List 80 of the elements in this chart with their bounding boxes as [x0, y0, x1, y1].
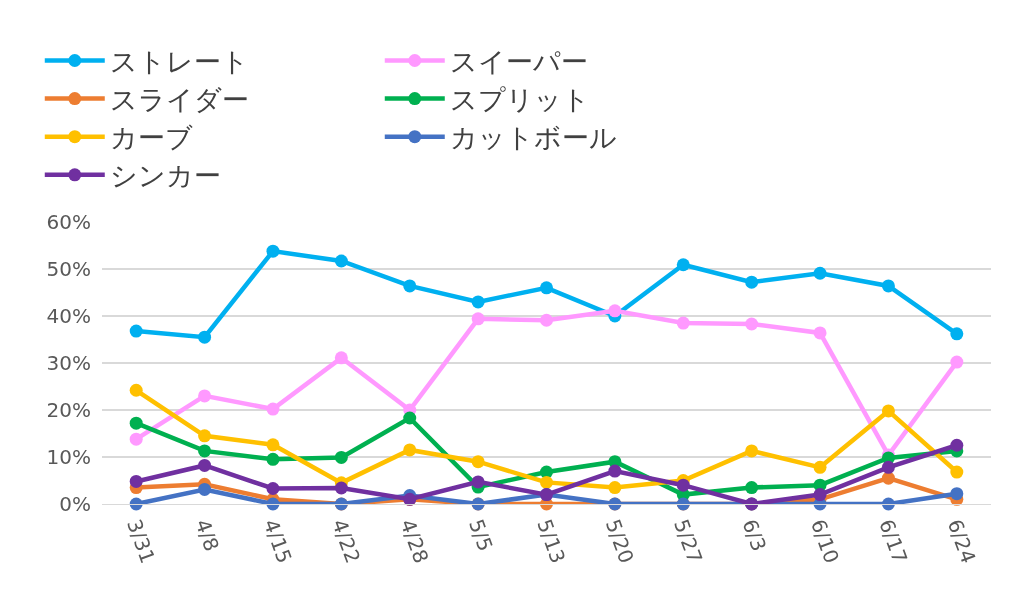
- point: [881, 279, 895, 293]
- point: [198, 429, 212, 443]
- point: [471, 455, 485, 469]
- point: [266, 244, 280, 258]
- y-tick-label: 20%: [46, 398, 91, 422]
- point: [881, 404, 895, 418]
- point: [198, 458, 212, 472]
- x-tick-label: 4/8: [190, 515, 225, 555]
- point: [266, 402, 280, 416]
- x-tick-label: 6/17: [874, 515, 913, 567]
- legend-label: カーブ: [109, 122, 193, 154]
- point: [745, 481, 759, 495]
- legend-label: カットボール: [449, 122, 617, 154]
- legend-label: スプリット: [449, 84, 590, 116]
- point: [608, 464, 622, 478]
- point: [676, 258, 690, 272]
- point: [198, 482, 212, 496]
- legend-label: ストレート: [109, 46, 249, 78]
- point: [676, 316, 690, 330]
- point: [813, 460, 827, 474]
- x-tick-label: 4/22: [327, 515, 366, 567]
- point: [676, 478, 690, 492]
- point: [266, 481, 280, 495]
- point: [198, 444, 212, 458]
- point: [334, 481, 348, 495]
- point: [950, 327, 964, 341]
- x-tick-label: 5/5: [464, 515, 498, 555]
- point: [403, 411, 417, 425]
- point: [198, 389, 212, 403]
- point: [813, 326, 827, 340]
- point: [608, 481, 622, 495]
- point: [471, 295, 485, 309]
- point: [334, 450, 348, 464]
- point: [266, 438, 280, 452]
- point: [334, 351, 348, 365]
- point: [950, 438, 964, 452]
- point: [540, 313, 553, 327]
- point: [403, 279, 417, 293]
- x-tick-label: 4/15: [258, 515, 297, 567]
- point: [950, 355, 964, 369]
- point: [403, 443, 417, 457]
- point: [198, 330, 212, 344]
- legend-label: スイーパー: [449, 46, 588, 78]
- x-tick-label: 4/28: [395, 515, 434, 567]
- y-tick-label: 40%: [46, 304, 91, 328]
- point: [540, 281, 553, 295]
- point: [745, 275, 759, 289]
- y-tick-label: 10%: [46, 445, 91, 469]
- point: [813, 266, 827, 280]
- point: [334, 254, 348, 268]
- point: [745, 317, 759, 331]
- x-tick-label: 3/31: [122, 515, 161, 567]
- point: [129, 416, 143, 430]
- x-tick-label: 5/20: [600, 515, 639, 567]
- point: [471, 312, 485, 326]
- y-tick-label: 50%: [46, 257, 91, 281]
- point: [540, 475, 553, 489]
- point: [129, 432, 143, 446]
- x-tick-label: 5/27: [669, 515, 708, 567]
- x-tick-label: 6/3: [737, 515, 772, 555]
- point: [881, 460, 895, 474]
- x-tick-label: 6/24: [942, 515, 981, 567]
- y-tick-label: 0%: [59, 492, 91, 516]
- point: [881, 471, 895, 485]
- point: [745, 444, 759, 458]
- x-tick-label: 6/10: [805, 515, 844, 567]
- point: [471, 475, 485, 489]
- point: [950, 465, 964, 479]
- point: [129, 383, 143, 397]
- point: [608, 304, 622, 318]
- legend-label: シンカー: [109, 160, 221, 192]
- point: [266, 452, 280, 466]
- point: [129, 474, 143, 488]
- legend-label: スライダー: [109, 84, 249, 116]
- y-tick-label: 60%: [46, 210, 91, 234]
- point: [950, 487, 964, 501]
- point: [813, 488, 827, 502]
- x-tick-label: 5/13: [532, 515, 571, 567]
- point: [129, 324, 143, 338]
- y-tick-label: 30%: [46, 351, 91, 375]
